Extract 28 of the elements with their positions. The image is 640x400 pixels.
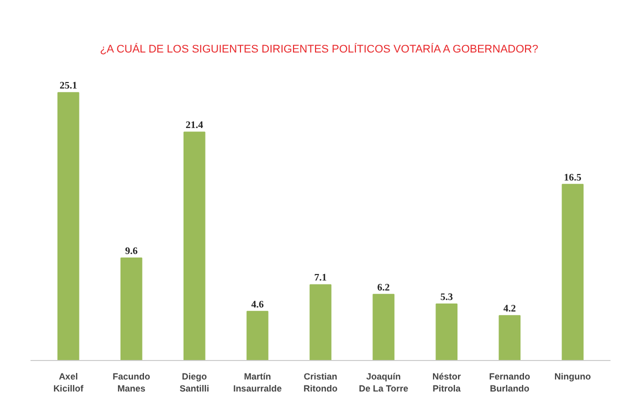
x-tick-label: Martín Insaurralde [233,372,282,394]
x-tick-label: Fernando Burlando [489,372,531,394]
data-label: 7.1 [314,272,327,284]
x-tick-label: Cristian Ritondo [304,372,338,394]
bar [120,258,142,360]
data-label: 16.5 [564,172,582,184]
data-label: 21.4 [186,120,204,132]
x-tick-label: Joaquín De La Torre [358,372,408,394]
bar [184,132,206,360]
x-tick-label: Facundo Manes [112,372,151,394]
data-label: 6.2 [377,282,390,294]
x-tick-label: Axel Kicillof [53,372,84,394]
bar [498,315,521,360]
data-label: 9.6 [125,246,138,258]
bar [57,92,80,360]
data-label: 4.6 [251,299,264,310]
data-label: 5.3 [440,292,453,303]
x-tick-label: Diego Santilli [180,372,210,394]
x-tick-label: Ninguno [554,372,592,382]
bar [246,310,268,360]
bar [310,284,332,360]
bar [562,184,584,360]
x-tick-label: Néstor Pitrola [432,372,462,394]
bar [436,303,458,360]
data-label: 25.1 [60,80,78,92]
chart-title: ¿A CUÁL DE LOS SIGUIENTES DIRIGENTES POLÍTICOS VOTARÍA A GOBERNADOR? [100,42,538,56]
data-label: 4.2 [503,304,516,315]
bar [372,294,394,360]
